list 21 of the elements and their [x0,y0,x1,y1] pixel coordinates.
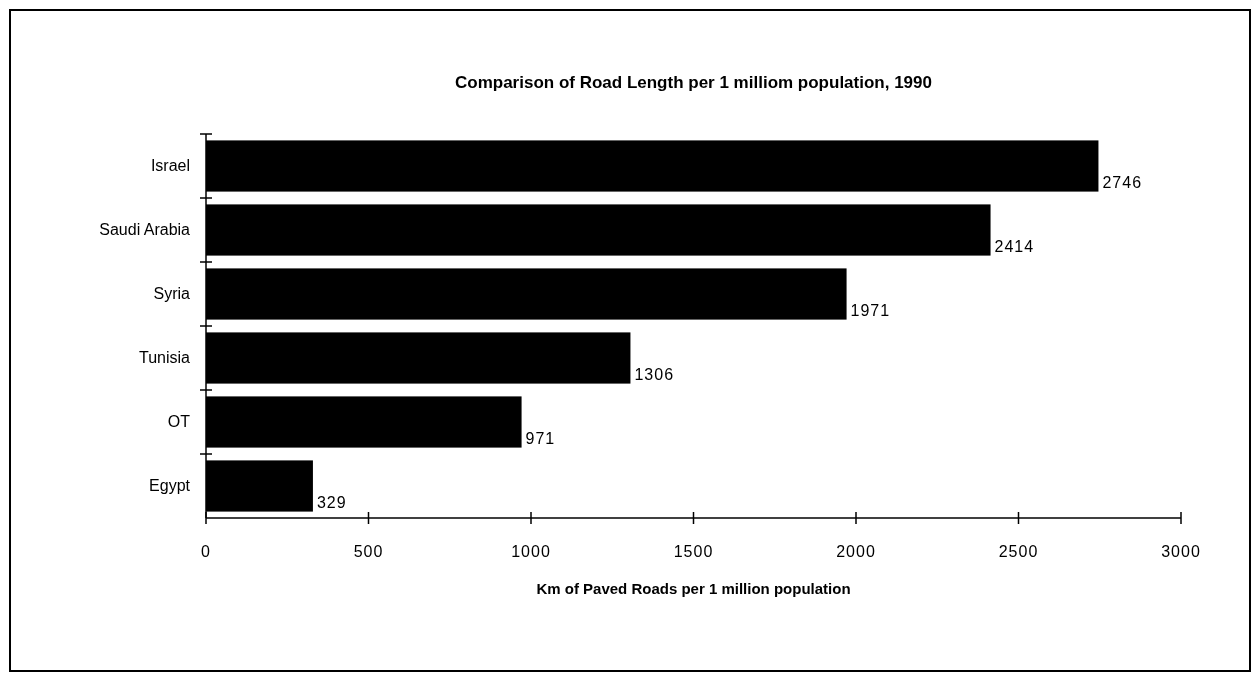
data-label: 2746 [1102,173,1143,191]
y-tick-label: Tunisia [139,349,191,366]
y-tick-label: OT [167,413,191,430]
data-label: 1971 [850,301,891,319]
y-tick-label: Israel [150,157,190,174]
x-tick-label: 3000 [1161,543,1201,560]
y-tick-label: Saudi Arabia [99,221,191,238]
data-label: 2414 [994,237,1035,255]
x-tick-label: 2000 [836,543,876,560]
x-tick-label: 1000 [511,543,551,560]
data-label: 971 [525,429,556,447]
chart-title: Comparison of Road Length per 1 milliom population, 1990 [455,73,932,92]
y-tick-label: Egypt [149,477,191,494]
x-axis-title: Km of Paved Roads per 1 million population [536,580,851,597]
x-tick-label: 500 [353,543,384,560]
x-tick-label: 1500 [673,543,714,560]
y-tick-label: Syria [153,285,191,302]
x-tick-label: 2500 [998,543,1039,560]
x-tick-label: 0 [201,543,211,560]
data-label: 1306 [634,365,675,383]
data-label: 329 [316,493,347,511]
